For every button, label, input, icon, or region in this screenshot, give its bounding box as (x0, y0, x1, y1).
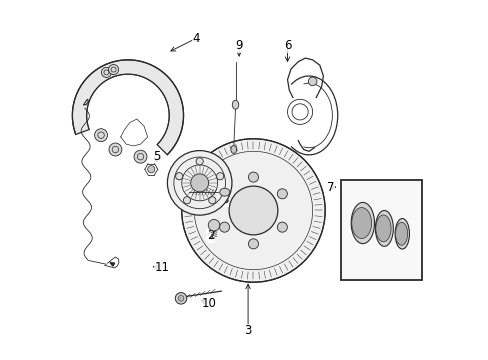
Circle shape (147, 166, 155, 173)
Circle shape (178, 296, 183, 301)
Circle shape (134, 150, 147, 163)
Ellipse shape (350, 202, 374, 244)
Circle shape (196, 158, 203, 165)
Circle shape (208, 220, 219, 231)
Ellipse shape (375, 215, 390, 242)
Text: 2: 2 (206, 229, 214, 242)
Circle shape (183, 197, 190, 204)
Circle shape (248, 239, 258, 249)
Polygon shape (72, 60, 183, 155)
Circle shape (228, 186, 277, 235)
Circle shape (175, 173, 183, 180)
Text: 5: 5 (153, 150, 160, 163)
Circle shape (248, 172, 258, 182)
Circle shape (219, 189, 229, 199)
Circle shape (108, 64, 119, 75)
Circle shape (216, 173, 224, 180)
Ellipse shape (230, 145, 236, 153)
Circle shape (277, 189, 287, 199)
Ellipse shape (395, 222, 407, 245)
Circle shape (101, 67, 111, 77)
Bar (341, 180, 421, 280)
Circle shape (175, 293, 186, 304)
Ellipse shape (219, 188, 229, 196)
Text: 1: 1 (172, 175, 180, 188)
Circle shape (190, 174, 208, 192)
Ellipse shape (375, 211, 392, 246)
Ellipse shape (351, 208, 371, 238)
Text: 6: 6 (283, 39, 291, 52)
Ellipse shape (394, 219, 408, 249)
Circle shape (109, 143, 122, 156)
Text: 8: 8 (221, 193, 228, 206)
Circle shape (167, 150, 231, 215)
Text: 3: 3 (244, 324, 251, 337)
Circle shape (308, 77, 316, 86)
Circle shape (208, 197, 216, 204)
Circle shape (182, 139, 325, 282)
Text: 9: 9 (235, 39, 243, 52)
Circle shape (277, 222, 287, 232)
Text: 10: 10 (201, 297, 216, 310)
Polygon shape (110, 262, 115, 266)
Text: 4: 4 (192, 32, 200, 45)
Text: 7: 7 (326, 181, 334, 194)
Text: 11: 11 (154, 261, 169, 274)
Circle shape (94, 129, 107, 141)
Circle shape (219, 222, 229, 232)
Ellipse shape (232, 100, 238, 109)
